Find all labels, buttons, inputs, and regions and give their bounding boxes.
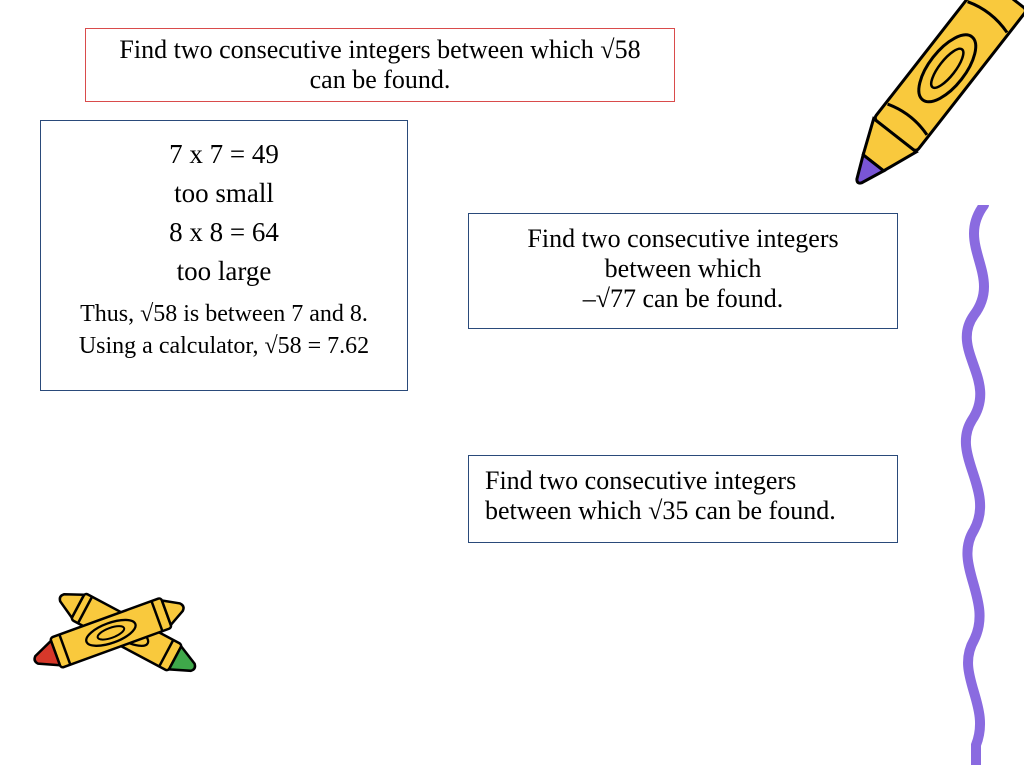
problem-box-2: Find two consecutive integers between wh…	[468, 213, 898, 329]
crayon-top-right-icon	[838, 0, 1024, 223]
problem-2-line-1: Find two consecutive integers between wh…	[483, 224, 883, 284]
title-box: Find two consecutive integers between wh…	[85, 28, 675, 102]
work-line-1: 7 x 7 = 49	[49, 135, 399, 174]
squiggle-icon	[944, 205, 1014, 765]
work-line-2: too small	[49, 174, 399, 213]
problem-3-text: Find two consecutive integers between wh…	[485, 466, 836, 525]
problem-box-3: Find two consecutive integers between wh…	[468, 455, 898, 543]
crayons-bottom-left-icon	[30, 563, 220, 718]
problem-2-line-2: –√77 can be found.	[483, 284, 883, 314]
title-text: Find two consecutive integers between wh…	[119, 35, 640, 94]
work-box: 7 x 7 = 49 too small 8 x 8 = 64 too larg…	[40, 120, 408, 391]
work-line-3: 8 x 8 = 64	[49, 213, 399, 252]
work-line-4: too large	[49, 252, 399, 291]
work-conclusion: Thus, √58 is between 7 and 8. Using a ca…	[49, 298, 399, 363]
